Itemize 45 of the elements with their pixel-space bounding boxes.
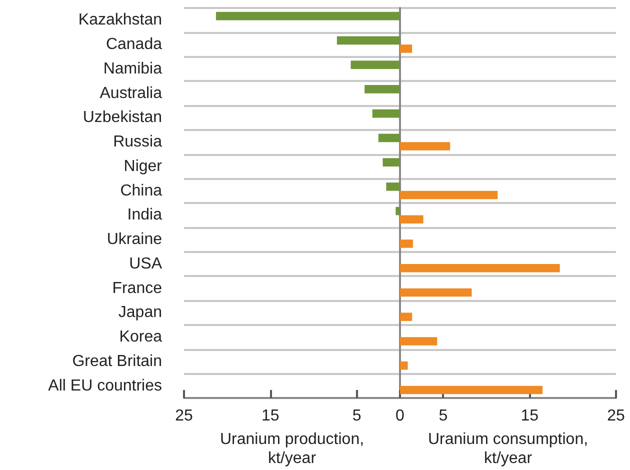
x-tick-label: 15 — [262, 408, 280, 424]
x-axis-title: Uranium production, kt/year — [220, 431, 364, 467]
y-tick-label: Uzbekistan — [82, 109, 162, 126]
x-tick-label: 25 — [175, 408, 193, 424]
y-tick-label: Niger — [124, 158, 163, 175]
bar — [400, 264, 560, 272]
y-tick-label: Namibia — [103, 60, 162, 78]
text: Uranium consumption, kt/year — [428, 431, 588, 467]
x-tick-label: 15 — [520, 408, 539, 424]
y-tick-label: Great Britain — [72, 352, 162, 370]
y-tick-label: Canada — [106, 36, 162, 54]
bar — [378, 134, 400, 142]
bar — [400, 44, 412, 53]
bar — [400, 361, 408, 370]
bar — [400, 240, 413, 248]
y-tick-label: France — [112, 280, 162, 297]
y-tick-label: USA — [129, 255, 162, 272]
bar — [386, 182, 400, 191]
y-tick-label: China — [120, 182, 162, 200]
y-tick-label: Japan — [118, 304, 162, 322]
bar — [372, 109, 400, 118]
x-tick-label: 5 — [352, 408, 362, 424]
y-tick-label: Korea — [119, 328, 162, 346]
y-tick-label: All EU countries — [48, 377, 162, 394]
bar — [400, 142, 450, 150]
bar — [400, 386, 543, 394]
y-tick-label: Ukraine — [106, 231, 162, 248]
bar — [336, 36, 400, 45]
bar — [350, 60, 400, 69]
x-tick-label: 5 — [438, 408, 448, 424]
bar — [400, 312, 412, 321]
x-tick-label: 25 — [607, 408, 625, 424]
y-tick-label: Australia — [100, 84, 162, 102]
bar — [400, 215, 424, 224]
bar — [400, 190, 498, 200]
bar — [400, 288, 472, 297]
x-tick-label: 0 — [396, 408, 405, 424]
bar — [216, 12, 400, 20]
y-tick-label: Kazakhstan — [78, 12, 162, 29]
bar — [382, 158, 400, 166]
bar — [396, 206, 400, 216]
y-tick-label: Russia — [113, 134, 162, 151]
bar — [364, 85, 400, 94]
bar — [400, 337, 438, 346]
y-tick-label: India — [127, 206, 162, 224]
